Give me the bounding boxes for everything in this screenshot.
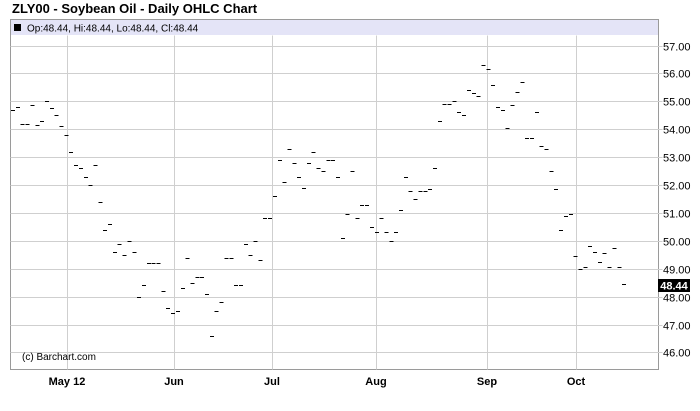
ohlc-bars [11, 65, 627, 337]
y-tick-label: 54.00 [663, 125, 691, 137]
x-tick-label: Jul [264, 376, 280, 388]
legend-ohlc-text: Op:48.44, Hi:48.44, Lo:48.44, Cl:48.44 [27, 24, 199, 35]
y-tick-label: 51.00 [663, 209, 691, 221]
y-tick-label: 52.00 [663, 181, 691, 193]
x-tick-label: Aug [365, 376, 386, 388]
x-axis-ticks: May 12 Jun Jul Aug Sep Oct [49, 376, 586, 388]
copyright-text: (c) Barchart.com [22, 352, 96, 363]
legend-square-icon [14, 24, 21, 31]
legend-band [11, 20, 658, 35]
plot-area [10, 19, 659, 370]
last-price-label: 48.44 [660, 281, 688, 293]
y-tick-label: 55.00 [663, 97, 691, 109]
y-gridlines [10, 46, 659, 353]
y-tick-label: 49.00 [663, 265, 691, 277]
last-price-box [658, 279, 690, 292]
x-tick-label: Jun [164, 376, 184, 388]
y-tick-label: 56.00 [663, 69, 691, 81]
x-tick-label: Sep [477, 376, 497, 388]
x-tick-label: May 12 [49, 376, 86, 388]
y-tick-label: 46.00 [663, 348, 691, 360]
y-tick-label: 47.00 [663, 321, 691, 333]
x-tick-label: Oct [567, 376, 586, 388]
y-axis-ticks: 57.00 56.00 55.00 54.00 53.00 52.00 51.00 50.00… [658, 42, 691, 360]
y-tick-label: 53.00 [663, 153, 691, 165]
y-tick-label: 48.00 [663, 293, 691, 305]
y-tick-label: 50.00 [663, 237, 691, 249]
chart-title: ZLY00 - Soybean Oil - Daily OHLC Chart [12, 1, 258, 16]
y-tick-label: 57.00 [663, 42, 691, 54]
